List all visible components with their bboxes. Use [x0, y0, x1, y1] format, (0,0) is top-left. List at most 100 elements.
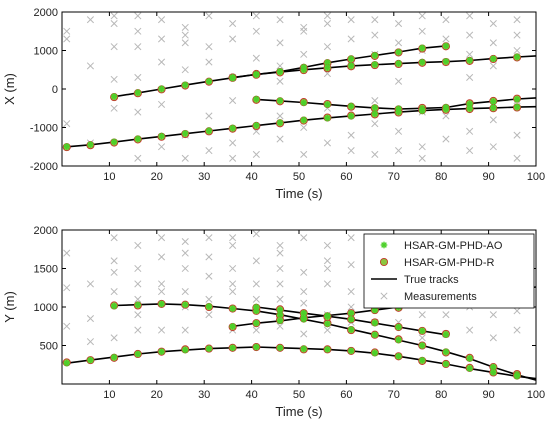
- measurement-point-stroke: [181, 249, 189, 257]
- legend-label: True tracks: [404, 274, 459, 286]
- hsar-gm-phd-ao-point-stroke: [466, 365, 473, 372]
- measurement-point: [300, 50, 308, 58]
- measurement-point: [300, 150, 308, 159]
- hsar-gm-phd-ao-point: [442, 42, 450, 50]
- hsar-gm-phd-ao-point: [418, 356, 426, 364]
- hsar-gm-phd-ao-point: [395, 336, 402, 344]
- measurement-point-stroke: [347, 147, 355, 155]
- hsar-gm-phd-ao-point-stroke: [134, 351, 141, 357]
- y-axis-label: X (m): [2, 73, 17, 105]
- hsar-gm-phd-ao-point: [490, 369, 497, 376]
- measurement-point-stroke: [323, 19, 331, 28]
- x-tick-label: 100: [527, 389, 545, 401]
- measurement-point-stroke: [181, 237, 189, 246]
- y-tick-label: 1000: [34, 302, 58, 314]
- measurement-point-stroke: [110, 268, 118, 276]
- hsar-gm-phd-ao-point: [134, 135, 142, 142]
- hsar-gm-phd-ao-point-stroke: [466, 355, 473, 362]
- measurement-point: [276, 112, 284, 120]
- hsar-gm-phd-ao-point-stroke: [300, 66, 307, 73]
- measurement-point-stroke: [134, 311, 142, 319]
- measurement-point: [418, 27, 426, 35]
- measurement-point: [181, 288, 189, 296]
- hsar-gm-phd-ao-point: [442, 331, 450, 339]
- measurement-point: [229, 234, 237, 242]
- measurement-point-stroke: [252, 295, 260, 303]
- legend-label: HSAR-GM-PHD-AO: [404, 240, 503, 252]
- measurement-point-stroke: [63, 27, 71, 35]
- measurement-point: [300, 234, 308, 242]
- measurement-point-stroke: [157, 143, 166, 151]
- measurement-point-stroke: [442, 16, 450, 24]
- hsar-gm-phd-ao-point-stroke: [395, 337, 402, 343]
- measurement-point-stroke: [252, 280, 260, 288]
- hsar-gm-phd-ao-point-stroke: [87, 357, 94, 364]
- measurement-point-stroke: [86, 16, 94, 24]
- hsar-gm-phd-ao-point: [253, 303, 260, 311]
- hsar-gm-phd-ao-point: [418, 44, 426, 52]
- measurement-point-stroke: [466, 50, 474, 58]
- measurement-point: [181, 237, 189, 246]
- legend-marker-measurement-stroke: [380, 292, 388, 300]
- measurement-point-stroke: [110, 234, 118, 242]
- measurement-point-stroke: [442, 35, 450, 43]
- hsar-gm-phd-ao-point: [347, 316, 355, 323]
- measurement-point-stroke: [323, 139, 331, 147]
- measurement-point-stroke: [134, 12, 142, 20]
- measurement-point-stroke: [229, 139, 237, 147]
- hsar-gm-phd-ao-point-stroke: [158, 133, 165, 139]
- measurement-point: [276, 135, 284, 143]
- hsar-gm-phd-ao-point: [466, 355, 473, 362]
- hsar-gm-phd-ao-point-stroke: [443, 43, 449, 49]
- measurement-point-stroke: [252, 27, 260, 35]
- hsar-gm-phd-ao-point-stroke: [466, 57, 473, 63]
- hsar-gm-phd-ao-point: [490, 104, 497, 111]
- measurement-point-stroke: [63, 120, 71, 128]
- hsar-gm-phd-ao-point-stroke: [419, 44, 426, 51]
- measurement-point: [110, 75, 118, 83]
- measurement-point: [418, 154, 426, 162]
- hsar-gm-phd-ao-point-stroke: [443, 331, 449, 338]
- hsar-gm-phd-ao-point-stroke: [253, 71, 260, 77]
- hsar-gm-phd-ao-point-stroke: [348, 62, 355, 69]
- measurement-point: [157, 16, 166, 24]
- x-position-panel: 10 20 30 40 50 60 70 80 90 100 -2000 -1000 0 1000 2000…: [2, 7, 545, 201]
- hsar-gm-phd-ao-point-stroke: [134, 89, 141, 96]
- measurement-point-stroke: [181, 326, 189, 334]
- hsar-gm-phd-ao-point-stroke: [324, 346, 331, 353]
- hsar-gm-phd-ao-point-stroke: [206, 303, 212, 310]
- measurement-point-stroke: [276, 249, 284, 257]
- measurement-point: [489, 62, 497, 70]
- hsar-gm-phd-ao-point-stroke: [371, 320, 378, 327]
- y-tick-label: 0: [52, 84, 58, 96]
- hsar-gm-phd-ao-point-stroke: [324, 64, 331, 71]
- measurement-point: [276, 249, 284, 257]
- measurement-point-stroke: [513, 154, 521, 162]
- measurement-point: [252, 150, 260, 159]
- hsar-gm-phd-ao-point: [324, 59, 331, 66]
- measurement-point-stroke: [347, 234, 355, 242]
- measurement-point: [371, 150, 379, 159]
- hsar-gm-phd-ao-point: [253, 95, 260, 103]
- hsar-gm-phd-ao-point-stroke: [490, 55, 497, 62]
- measurement-point: [323, 19, 331, 28]
- measurements-series: [63, 12, 521, 162]
- measurement-point-stroke: [134, 326, 142, 334]
- hsar-gm-phd-ao-point: [253, 319, 260, 327]
- measurement-point-stroke: [110, 288, 118, 296]
- measurement-point-stroke: [252, 257, 260, 265]
- hsar-gm-phd-ao-point: [395, 352, 402, 360]
- hsar-gm-phd-ao-point-stroke: [490, 104, 497, 111]
- measurement-point: [394, 19, 403, 28]
- x-tick-label: 20: [151, 171, 163, 183]
- measurement-point: [513, 154, 521, 162]
- measurement-point-stroke: [276, 264, 284, 273]
- measurement-point: [134, 108, 142, 116]
- measurement-point-stroke: [205, 43, 213, 51]
- hsar-gm-phd-ao-point: [158, 300, 165, 308]
- measurement-point: [442, 112, 450, 120]
- measurement-point-stroke: [300, 234, 308, 242]
- hsar-gm-phd-ao-point: [371, 104, 379, 111]
- hsar-gm-phd-ao-point-stroke: [490, 364, 497, 370]
- measurement-point: [229, 280, 237, 288]
